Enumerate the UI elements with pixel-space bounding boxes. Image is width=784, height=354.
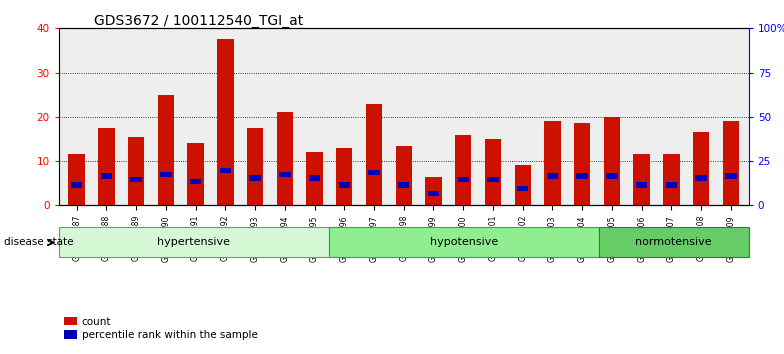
Bar [487, 177, 499, 182]
Bar [249, 175, 261, 181]
Bar [100, 173, 112, 179]
Bar [544, 121, 561, 205]
Legend: count, percentile rank within the sample: count, percentile rank within the sample [64, 317, 258, 340]
Bar [428, 191, 439, 196]
Text: GDS3672 / 100112540_TGI_at: GDS3672 / 100112540_TGI_at [94, 14, 303, 28]
Bar [328, 227, 599, 257]
Bar [366, 104, 382, 205]
Bar [458, 177, 469, 182]
Bar [425, 177, 441, 205]
Bar [599, 227, 749, 257]
Bar [663, 154, 680, 205]
Bar [455, 135, 471, 205]
Bar [220, 168, 231, 173]
Bar [576, 173, 588, 179]
Text: disease state: disease state [4, 238, 74, 247]
Bar [158, 95, 174, 205]
Bar [160, 172, 172, 177]
Bar [247, 128, 263, 205]
Bar [309, 175, 321, 181]
Bar [723, 121, 739, 205]
Bar [485, 139, 501, 205]
Bar [98, 128, 114, 205]
Bar [339, 182, 350, 188]
Bar [636, 182, 648, 188]
Bar [574, 124, 590, 205]
Text: hypotensive: hypotensive [430, 236, 498, 247]
Bar [695, 175, 707, 181]
Bar [59, 227, 328, 257]
Bar [336, 148, 353, 205]
Bar [68, 154, 85, 205]
Text: normotensive: normotensive [635, 236, 712, 247]
Bar [128, 137, 144, 205]
Text: hypertensive: hypertensive [158, 236, 230, 247]
Bar [693, 132, 710, 205]
Bar [725, 173, 737, 179]
Bar [514, 166, 531, 205]
Bar [130, 177, 142, 182]
Bar [633, 154, 650, 205]
Bar [517, 186, 528, 191]
Bar [666, 182, 677, 188]
Bar [187, 143, 204, 205]
Bar [604, 117, 620, 205]
Bar [398, 182, 409, 188]
Bar [71, 182, 82, 188]
Bar [368, 170, 379, 175]
Bar [190, 179, 201, 184]
Bar [606, 173, 618, 179]
Bar [277, 113, 293, 205]
Bar [217, 39, 234, 205]
Bar [307, 152, 323, 205]
Bar [279, 172, 291, 177]
Bar [546, 173, 558, 179]
Bar [396, 145, 412, 205]
